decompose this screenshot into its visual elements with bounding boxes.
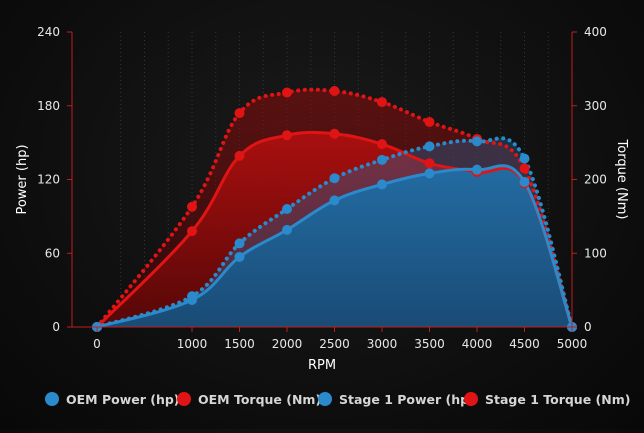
y-right-tick-label: 400	[584, 25, 607, 39]
data-point[interactable]	[329, 195, 340, 206]
x-tick-label: 0	[93, 337, 101, 351]
tick-labels: 0 1000 1500 2000 2500 3000 3500 4000 4500 5000060…	[37, 25, 607, 351]
data-point[interactable]	[329, 128, 340, 139]
legend: OEM Power (hp) OEM Torque (Nm) Stage 1 Pow…	[45, 392, 630, 407]
right-axis-title: Torque (Nm)	[614, 139, 629, 220]
x-tick-label: 1000	[177, 337, 208, 351]
data-point[interactable]	[519, 163, 530, 174]
data-point[interactable]	[282, 130, 292, 141]
data-point[interactable]	[424, 116, 435, 127]
series-points	[92, 86, 577, 332]
data-point[interactable]	[377, 97, 387, 108]
x-tick-label: 4000	[462, 337, 493, 351]
legend-label: OEM Power (hp)	[66, 392, 180, 407]
x-axis-title: RPM	[308, 358, 336, 373]
legend-label: Stage 1 Torque (Nm)	[485, 392, 630, 407]
legend-marker	[177, 392, 191, 406]
x-tick-label: 2500	[319, 337, 350, 351]
y-left-tick-label: 240	[37, 25, 60, 39]
data-point[interactable]	[282, 224, 292, 235]
data-point[interactable]	[519, 153, 530, 164]
x-tick-label: 3000	[367, 337, 398, 351]
data-point[interactable]	[234, 150, 245, 161]
area-oem-power-hp	[97, 165, 572, 327]
data-point[interactable]	[377, 154, 387, 165]
line-stage-1-power-hp	[95, 136, 574, 329]
y-right-tick-label: 300	[584, 99, 607, 113]
data-point[interactable]	[472, 164, 482, 175]
data-point[interactable]	[187, 201, 197, 212]
data-point[interactable]	[282, 204, 292, 214]
data-point[interactable]	[187, 294, 197, 305]
y-right-tick-label: 100	[584, 246, 607, 260]
y-left-tick-label: 120	[37, 173, 60, 187]
data-point[interactable]	[234, 251, 245, 262]
y-left-tick-label: 180	[37, 99, 60, 113]
x-tick-label: 2000	[272, 337, 303, 351]
data-point[interactable]	[329, 173, 340, 184]
data-point[interactable]	[282, 87, 292, 98]
left-axis-title: Power (hp)	[15, 144, 30, 214]
data-point[interactable]	[377, 179, 387, 190]
legend-label: OEM Torque (Nm)	[198, 392, 321, 407]
y-left-tick-label: 60	[45, 246, 60, 260]
data-point[interactable]	[187, 226, 197, 237]
y-right-tick-label: 0	[584, 320, 592, 334]
data-point[interactable]	[424, 141, 435, 152]
legend-label: Stage 1 Power (hp)	[339, 392, 475, 407]
line-stage-1-torque-nm	[95, 87, 574, 329]
data-point[interactable]	[472, 136, 482, 147]
x-tick-label: 5000	[557, 337, 588, 351]
data-point[interactable]	[377, 139, 387, 150]
y-right-tick-label: 200	[584, 173, 607, 187]
x-tick-label: 3500	[414, 337, 445, 351]
data-point[interactable]	[234, 108, 245, 119]
data-point[interactable]	[329, 86, 340, 96]
x-tick-label: 1500	[224, 337, 255, 351]
data-point[interactable]	[424, 158, 435, 169]
series-areas	[97, 89, 572, 327]
legend-marker	[318, 392, 332, 406]
legend-marker	[45, 392, 59, 406]
data-point[interactable]	[519, 176, 530, 187]
data-point[interactable]	[424, 168, 435, 179]
data-point[interactable]	[234, 238, 245, 249]
x-tick-label: 4500	[509, 337, 540, 351]
y-left-tick-label: 0	[52, 320, 60, 334]
legend-marker	[464, 392, 478, 406]
